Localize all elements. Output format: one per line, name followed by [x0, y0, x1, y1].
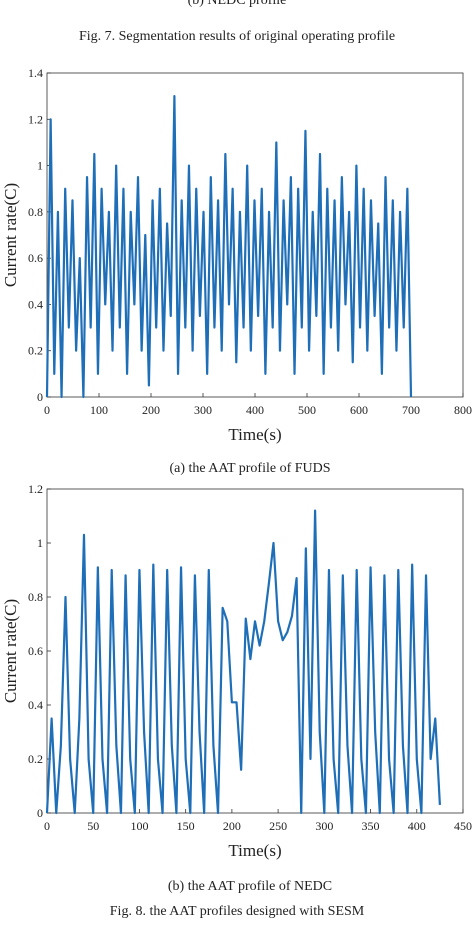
x-axis-label: Time(s) [228, 841, 281, 860]
y-tick-label: 1 [37, 159, 43, 173]
x-tick-label: 400 [246, 403, 264, 417]
y-axis-label: Current rate(C) [1, 183, 20, 287]
y-tick-label: 0.8 [28, 590, 43, 604]
caption: Fig. 7. Segmentation results of original… [79, 29, 395, 44]
x-tick-label: 350 [362, 819, 380, 833]
x-tick-label: 100 [130, 819, 148, 833]
y-tick-label: 1.4 [28, 66, 43, 80]
y-tick-label: 0.2 [28, 344, 43, 358]
y-tick-label: 0 [37, 390, 43, 404]
x-tick-label: 0 [44, 819, 50, 833]
x-tick-label: 450 [454, 819, 472, 833]
x-tick-label: 400 [408, 819, 426, 833]
x-tick-label: 0 [44, 403, 50, 417]
x-tick-label: 100 [90, 403, 108, 417]
data-line [45, 95, 413, 399]
y-axis-label: Current rate(C) [1, 599, 20, 703]
x-tick-label: 700 [402, 403, 420, 417]
caption: (b) the AAT profile of NEDC [168, 879, 332, 894]
caption: (a) the AAT profile of FUDS [169, 461, 330, 476]
y-tick-label: 1.2 [28, 482, 43, 496]
x-tick-label: 300 [315, 819, 333, 833]
x-tick-label: 200 [223, 819, 241, 833]
caption: Fig. 8. the AAT profiles designed with S… [110, 904, 365, 919]
x-axis-label: Time(s) [228, 425, 281, 444]
x-tick-label: 800 [454, 403, 472, 417]
data-line [45, 509, 441, 815]
y-tick-label: 1 [37, 536, 43, 550]
y-tick-label: 0 [37, 806, 43, 820]
x-tick-label: 250 [269, 819, 287, 833]
x-tick-label: 50 [87, 819, 99, 833]
y-tick-label: 0.4 [28, 698, 43, 712]
y-tick-label: 1.2 [28, 112, 43, 126]
x-tick-label: 500 [298, 403, 316, 417]
y-tick-label: 0.2 [28, 752, 43, 766]
y-tick-label: 0.6 [28, 251, 43, 265]
caption: (b) NEDC profile [188, 0, 287, 8]
y-tick-label: 0.4 [28, 297, 43, 311]
x-tick-label: 150 [177, 819, 195, 833]
x-tick-label: 300 [194, 403, 212, 417]
x-tick-label: 200 [142, 403, 160, 417]
y-tick-label: 0.6 [28, 644, 43, 658]
y-tick-label: 0.8 [28, 205, 43, 219]
x-tick-label: 600 [350, 403, 368, 417]
